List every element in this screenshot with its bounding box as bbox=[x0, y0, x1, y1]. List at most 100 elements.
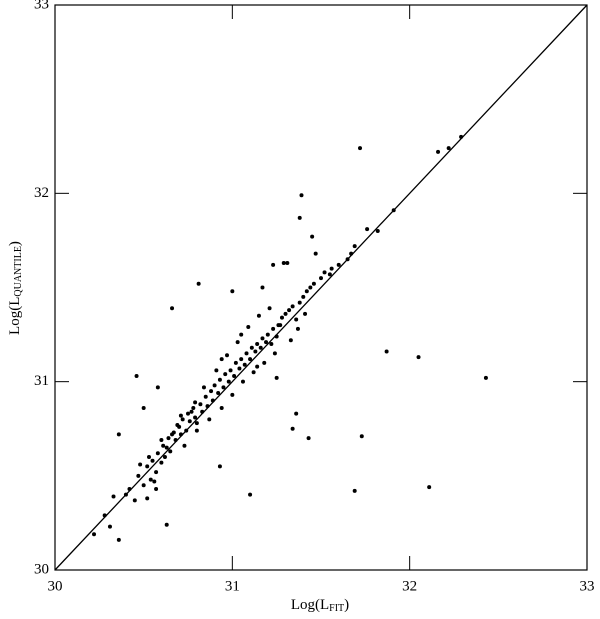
point bbox=[201, 385, 206, 390]
point bbox=[230, 392, 235, 397]
point bbox=[217, 377, 222, 382]
point bbox=[209, 389, 214, 394]
plot-frame bbox=[54, 4, 588, 571]
point bbox=[175, 422, 180, 427]
point bbox=[301, 294, 306, 299]
point bbox=[164, 522, 169, 527]
y-tick-label: 32 bbox=[34, 185, 49, 201]
point bbox=[237, 366, 242, 371]
point bbox=[427, 485, 432, 490]
point bbox=[134, 374, 139, 379]
point bbox=[271, 262, 276, 267]
point bbox=[260, 336, 265, 341]
point bbox=[164, 445, 169, 450]
point bbox=[375, 229, 380, 233]
point bbox=[127, 487, 132, 492]
point bbox=[365, 227, 370, 232]
point bbox=[184, 428, 189, 433]
point bbox=[225, 353, 230, 358]
x-tick-label: 32 bbox=[402, 578, 417, 594]
point bbox=[180, 417, 185, 422]
point bbox=[155, 451, 160, 456]
point bbox=[269, 342, 274, 346]
point bbox=[219, 357, 224, 362]
point bbox=[287, 308, 292, 313]
point bbox=[214, 368, 219, 373]
point bbox=[264, 340, 269, 345]
point bbox=[294, 317, 299, 322]
y-label-sub: QUANTILE bbox=[13, 246, 24, 297]
point bbox=[244, 351, 249, 356]
point bbox=[283, 311, 288, 316]
point bbox=[349, 251, 354, 256]
point bbox=[308, 285, 313, 290]
point bbox=[249, 345, 254, 350]
point bbox=[235, 340, 240, 345]
y-label-end: ) bbox=[7, 241, 23, 246]
point bbox=[319, 276, 323, 281]
point bbox=[166, 436, 171, 441]
point bbox=[336, 262, 341, 267]
point bbox=[248, 492, 253, 497]
point bbox=[253, 349, 258, 354]
point bbox=[288, 338, 293, 343]
point bbox=[107, 524, 112, 529]
point bbox=[232, 374, 237, 379]
point bbox=[216, 390, 221, 395]
point bbox=[290, 304, 295, 309]
point bbox=[187, 419, 192, 424]
point bbox=[278, 323, 283, 328]
point bbox=[102, 513, 107, 518]
point bbox=[483, 375, 488, 380]
point bbox=[251, 370, 256, 375]
point bbox=[294, 411, 299, 416]
point bbox=[155, 385, 160, 390]
point bbox=[352, 488, 357, 493]
y-tick-label: 33 bbox=[34, 0, 49, 12]
point bbox=[145, 464, 150, 469]
point bbox=[352, 244, 357, 249]
point bbox=[274, 375, 279, 380]
point bbox=[161, 443, 166, 448]
point bbox=[295, 326, 300, 331]
point bbox=[123, 492, 128, 497]
y-tick-label: 30 bbox=[34, 561, 49, 577]
point bbox=[207, 417, 212, 422]
point bbox=[285, 261, 290, 266]
point bbox=[230, 289, 235, 294]
point bbox=[170, 306, 175, 311]
point bbox=[304, 289, 309, 294]
point bbox=[262, 360, 267, 365]
x-label-end: ) bbox=[344, 597, 349, 613]
point bbox=[297, 215, 302, 220]
point bbox=[162, 455, 167, 459]
point bbox=[327, 272, 332, 277]
point bbox=[226, 379, 231, 384]
point bbox=[182, 443, 187, 448]
point bbox=[186, 411, 190, 416]
point bbox=[267, 306, 272, 311]
point bbox=[306, 436, 311, 441]
point bbox=[228, 368, 233, 373]
point bbox=[150, 458, 155, 463]
x-axis-label: Log(LFIT) bbox=[291, 597, 349, 614]
point bbox=[178, 432, 183, 437]
point bbox=[329, 266, 334, 271]
point bbox=[233, 360, 238, 365]
point bbox=[303, 311, 308, 316]
point bbox=[154, 470, 159, 475]
point bbox=[359, 434, 364, 439]
point bbox=[391, 208, 396, 213]
point bbox=[260, 285, 265, 290]
point bbox=[138, 462, 143, 467]
point bbox=[178, 413, 183, 418]
x-label-text: Log(L bbox=[291, 597, 329, 613]
y-label-text: Log(L bbox=[7, 297, 23, 335]
point bbox=[141, 483, 146, 488]
point bbox=[200, 409, 205, 414]
point bbox=[313, 251, 318, 256]
diagonal-line bbox=[54, 4, 588, 571]
point bbox=[219, 406, 224, 411]
y-tick-label: 31 bbox=[34, 373, 49, 389]
